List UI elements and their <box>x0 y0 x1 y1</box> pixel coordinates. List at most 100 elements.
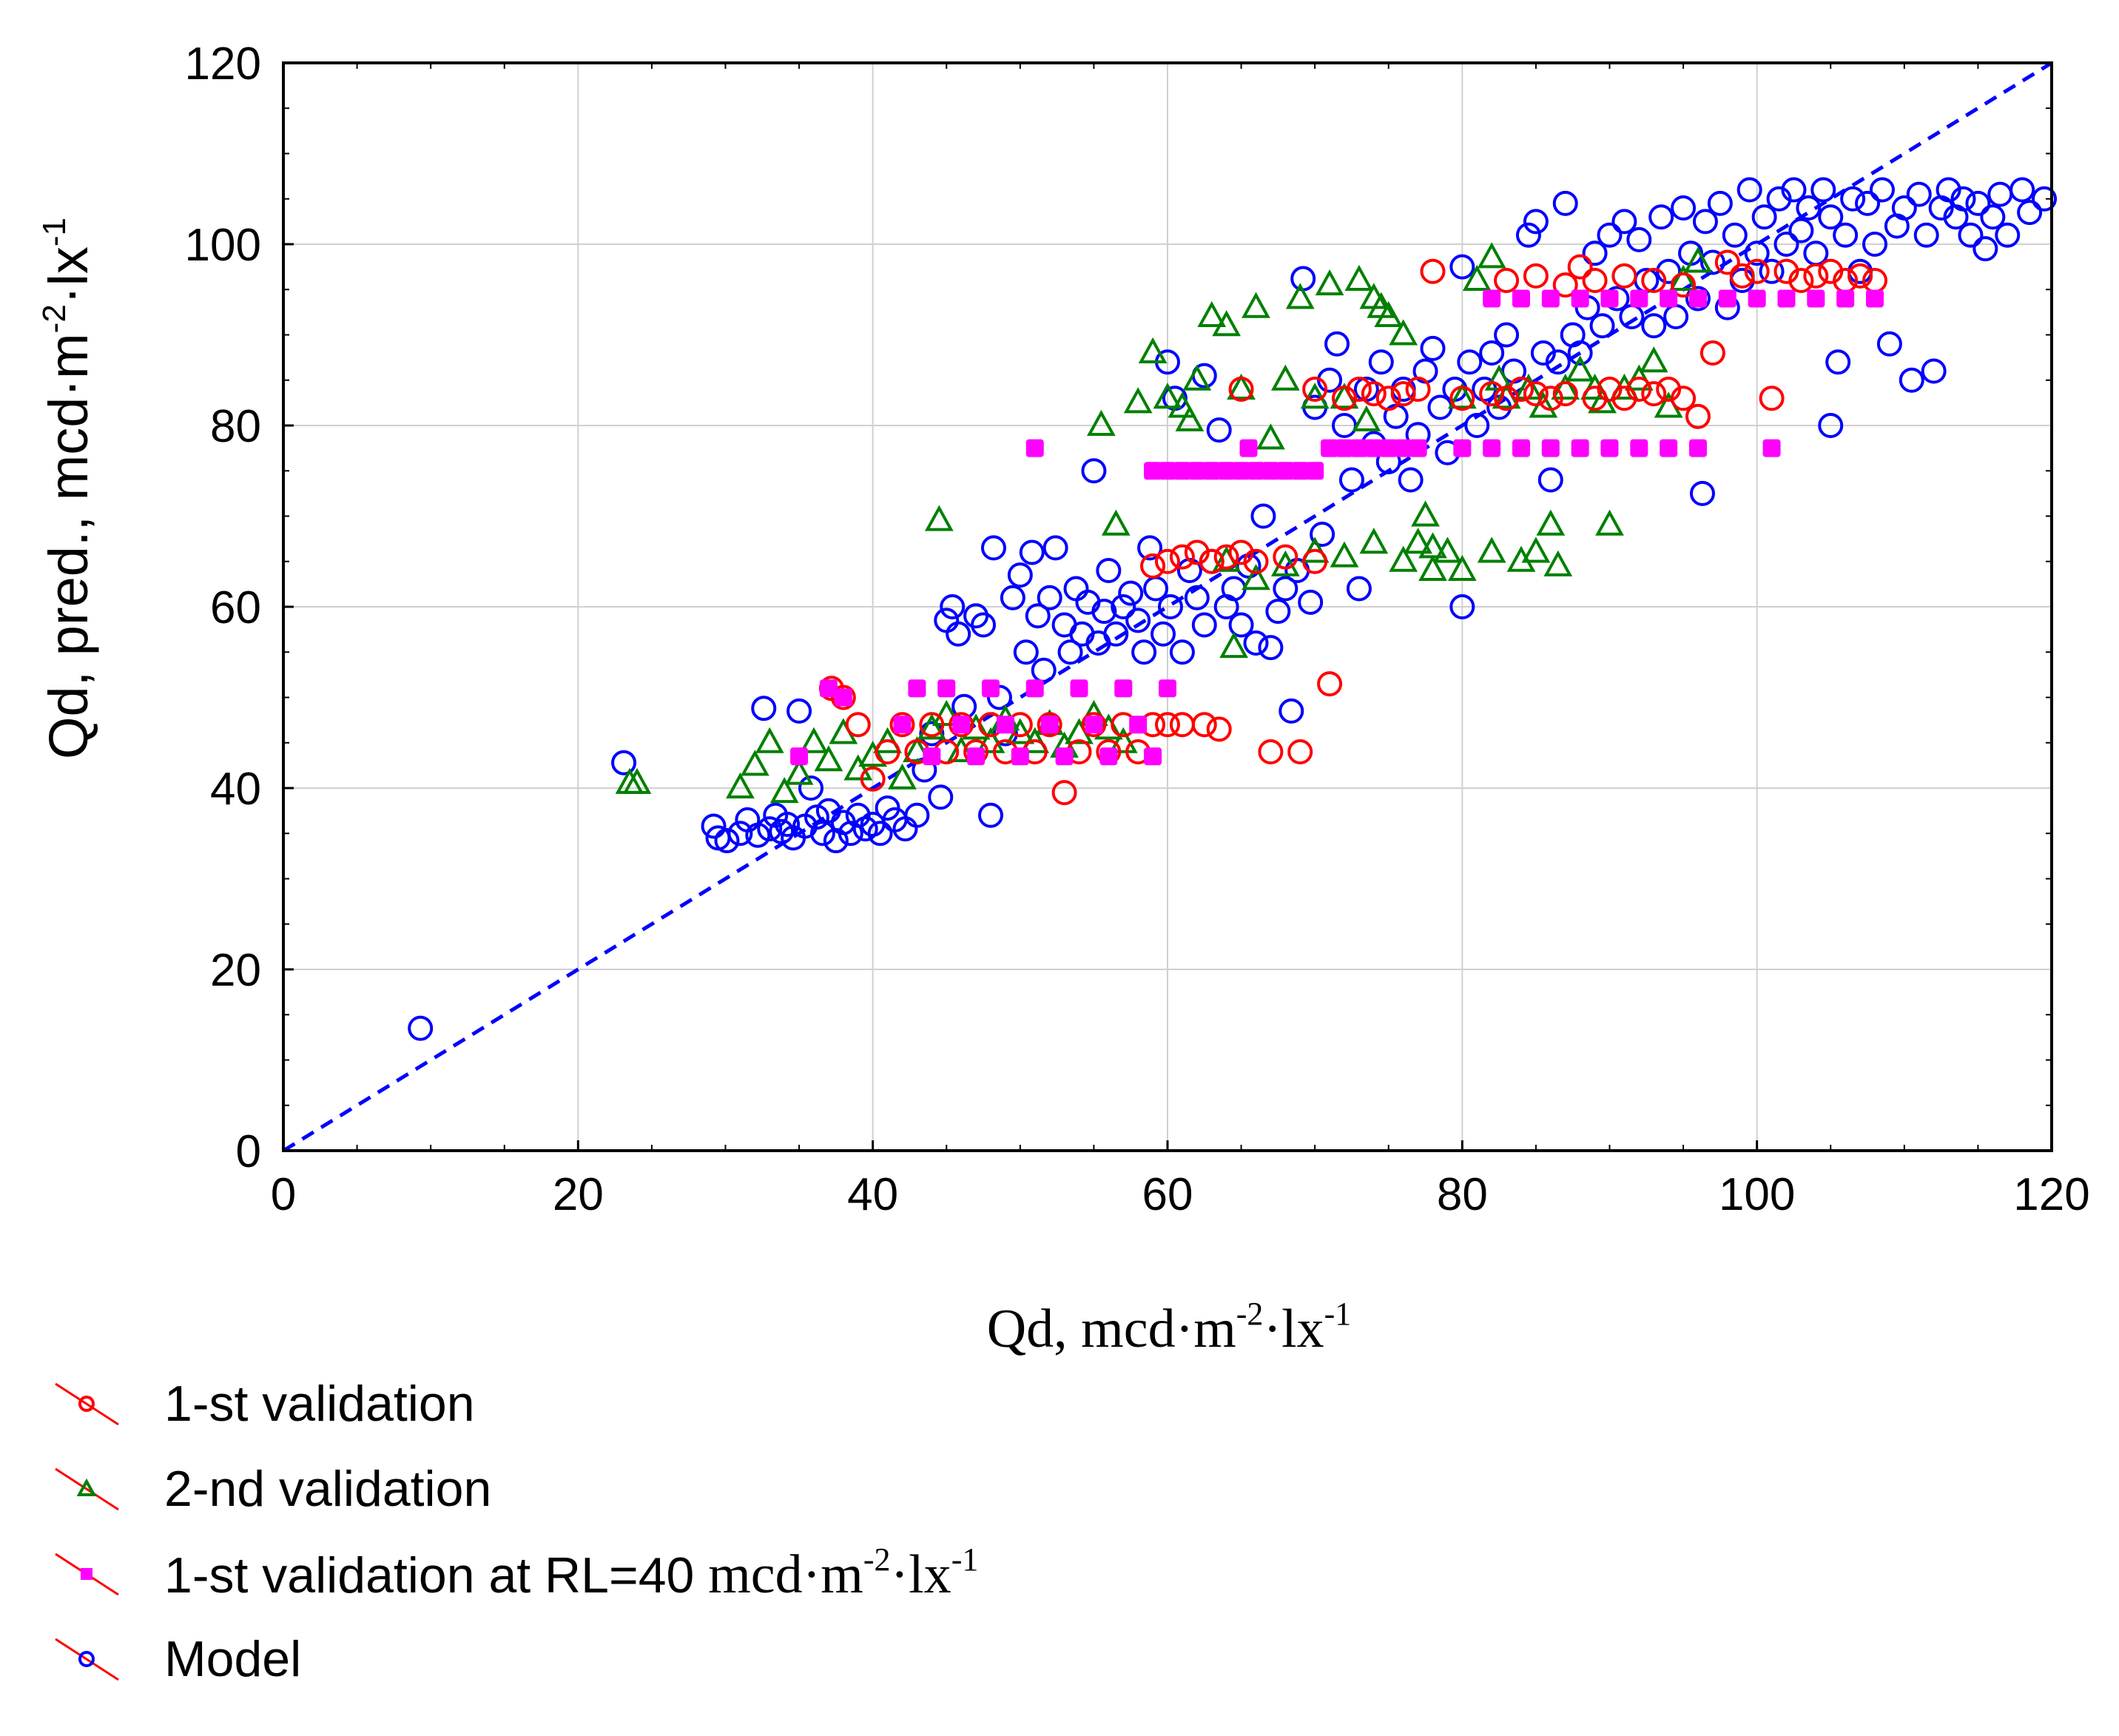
data-point-square <box>1483 439 1501 457</box>
data-point-circle <box>1736 177 1762 203</box>
data-point-triangle <box>1123 387 1153 414</box>
data-point-circle <box>978 802 1003 828</box>
data-point-circle <box>1626 226 1652 252</box>
data-point-circle <box>1250 503 1276 529</box>
data-point-circle <box>1169 639 1195 665</box>
data-point-triangle <box>1344 264 1374 291</box>
data-point-circle <box>1552 190 1578 216</box>
data-point-circle <box>1810 177 1836 203</box>
data-point-triangle <box>1543 550 1573 576</box>
data-point-square <box>982 679 1000 698</box>
data-point-circle <box>1103 621 1129 647</box>
data-point-circle <box>1987 181 2013 207</box>
legend-label-rl40-exp2: -1 <box>951 1541 979 1578</box>
data-point-square <box>1541 439 1560 457</box>
data-point-circle <box>1744 240 1770 266</box>
data-point-triangle <box>622 767 652 794</box>
data-point-square <box>1173 462 1191 480</box>
data-point-square <box>1600 289 1619 308</box>
data-point-circle <box>1567 340 1593 366</box>
data-point-circle <box>1169 712 1195 738</box>
data-point-circle <box>1206 716 1232 742</box>
data-point-square <box>952 716 971 734</box>
data-point-square <box>1512 439 1530 457</box>
data-point-circle <box>735 807 761 832</box>
data-point-square <box>1247 462 1265 480</box>
data-point-circle <box>408 1015 434 1041</box>
data-point-circle <box>1980 204 2006 230</box>
data-point-triangle <box>1418 554 1447 581</box>
data-point-square <box>1239 439 1258 457</box>
data-point-square <box>1379 439 1398 457</box>
data-point-square <box>1541 289 1560 308</box>
data-point-triangle <box>1359 528 1389 554</box>
data-point-circle <box>1390 381 1416 407</box>
data-point-triangle <box>843 754 873 781</box>
data-point-triangle <box>740 750 769 776</box>
data-point-triangle <box>755 727 784 753</box>
data-point-square <box>1394 439 1412 457</box>
data-point-circle <box>934 608 960 633</box>
data-point-triangle <box>814 745 843 772</box>
legend-label-1st-validation: 1-st validation <box>164 1376 475 1432</box>
data-point-square <box>1718 289 1736 308</box>
x-axis-label-mid: ·lx <box>1263 1299 1324 1359</box>
data-point-circle <box>1449 594 1475 619</box>
data-point-circle <box>1689 480 1715 506</box>
y-tick-label: 20 <box>210 945 261 996</box>
data-point-square <box>1409 439 1427 457</box>
data-point-square <box>996 716 1014 734</box>
y-axis-label-main: Qd, pred., mcd·m <box>38 333 99 759</box>
data-point-circle <box>830 684 856 710</box>
legend: 1-st validation 2-nd validation 1-st val… <box>55 1376 978 1687</box>
data-point-circle <box>1781 177 1807 203</box>
data-point-square <box>1453 439 1472 457</box>
data-point-circle <box>1803 263 1829 289</box>
data-point-triangle <box>1536 509 1566 536</box>
data-point-triangle <box>1256 423 1285 450</box>
data-point-circle <box>1042 535 1068 561</box>
legend-marker-circle-blue <box>78 1651 95 1667</box>
data-point-circle <box>1611 209 1637 235</box>
data-point-square <box>1144 747 1162 766</box>
data-point-circle <box>1191 612 1217 638</box>
data-point-square <box>1350 439 1368 457</box>
data-point-square <box>1187 462 1206 480</box>
reference-line-group <box>282 61 2053 1153</box>
y-tick-label: 60 <box>210 582 261 633</box>
x-tick-label: 20 <box>553 1169 604 1220</box>
data-point-circle <box>798 776 824 801</box>
data-point-circle <box>775 812 801 837</box>
data-point-circle <box>1699 340 1725 366</box>
data-point-circle <box>1707 190 1733 216</box>
data-point-circle <box>1273 576 1298 602</box>
data-point-triangle <box>726 772 755 798</box>
data-point-triangle <box>1197 300 1227 327</box>
data-point-square <box>1762 439 1781 457</box>
data-point-triangle <box>1477 536 1506 563</box>
data-point-circle <box>701 813 727 839</box>
data-point-triangle <box>1352 405 1381 431</box>
data-points <box>408 177 2058 1041</box>
data-point-square <box>1512 289 1530 308</box>
data-point-triangle <box>1404 528 1432 554</box>
data-point-circle <box>1290 266 1316 292</box>
data-point-circle <box>769 818 795 844</box>
y-axis-label-mid: ·lx <box>38 246 99 304</box>
data-point-circle <box>1479 340 1505 366</box>
axis-ticks: 0 20 40 60 80 100 120 0 20 40 60 80 100 120 <box>185 38 2090 1220</box>
data-point-triangle <box>1521 536 1551 563</box>
data-point-triangle <box>769 776 799 804</box>
data-point-square <box>1159 462 1176 480</box>
data-point-square <box>1202 462 1221 480</box>
data-point-square <box>1159 679 1176 698</box>
data-point-circle <box>1025 603 1051 629</box>
data-point-square <box>1099 747 1118 766</box>
data-point-square <box>1055 747 1074 766</box>
data-point-square <box>1571 289 1589 308</box>
data-point-circle <box>1552 381 1578 407</box>
data-point-circle <box>1515 222 1541 248</box>
x-tick-label: 60 <box>1142 1169 1193 1220</box>
data-point-triangle <box>1462 264 1492 291</box>
data-point-circle <box>1157 594 1183 619</box>
